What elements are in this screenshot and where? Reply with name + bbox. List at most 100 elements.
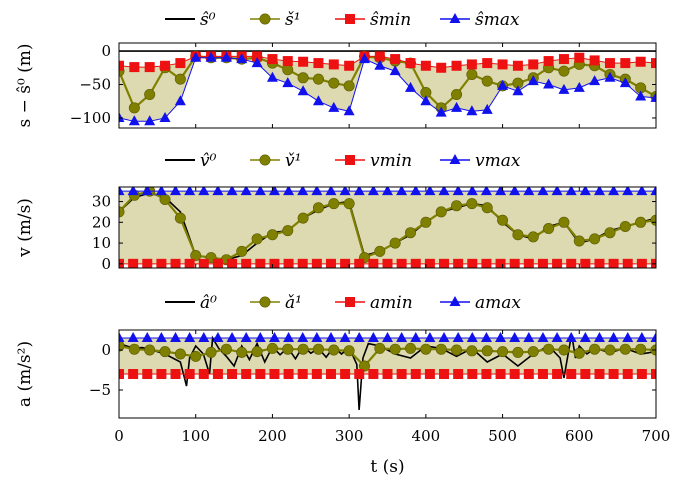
marker-amax — [523, 332, 535, 342]
marker-vmin — [382, 258, 393, 268]
y-tick-label: −50 — [79, 75, 111, 93]
marker-amin — [651, 369, 656, 379]
marker-min — [267, 54, 278, 65]
marker-vmax — [523, 187, 535, 196]
marker-series — [558, 344, 570, 356]
marker-amin — [622, 369, 633, 379]
marker-amax — [184, 332, 196, 342]
marker-series — [282, 64, 294, 76]
marker-max — [236, 53, 248, 64]
marker-amin — [311, 369, 322, 379]
marker-max — [481, 103, 493, 114]
marker-max — [205, 51, 217, 62]
marker-v — [527, 231, 539, 243]
legend-label-vmin: vmin — [370, 151, 412, 171]
marker-v — [312, 202, 324, 214]
marker-vmax — [537, 187, 549, 196]
y-tick-label: −5 — [89, 381, 111, 399]
legend-label-min: ŝmin — [370, 10, 411, 30]
marker-amin — [212, 369, 223, 379]
marker-max — [328, 101, 340, 112]
marker-min — [160, 60, 171, 71]
marker-series — [312, 73, 324, 85]
marker-v — [481, 202, 493, 214]
marker-amax — [608, 332, 620, 342]
marker-vmax — [127, 187, 139, 196]
marker-vmin — [424, 258, 435, 268]
legend-label-series: ŝ⁰ — [200, 10, 216, 30]
marker-vmax — [155, 187, 167, 196]
marker-series — [451, 89, 463, 101]
marker-amax — [353, 332, 365, 342]
marker-series — [297, 72, 309, 84]
marker-v — [374, 245, 386, 257]
y-tick-label: 0 — [101, 255, 111, 273]
marker-max — [650, 91, 656, 102]
marker-amin — [410, 369, 421, 379]
marker-amax — [382, 332, 393, 342]
marker-series — [420, 343, 432, 355]
marker-series — [205, 346, 217, 358]
marker-series — [144, 89, 156, 101]
marker-series — [481, 75, 493, 87]
marker-max — [343, 105, 355, 116]
marker-v — [543, 223, 555, 235]
marker-vmin — [198, 258, 209, 268]
marker-vmax — [382, 187, 393, 196]
marker-vmax — [509, 187, 521, 196]
marker-amin — [424, 369, 435, 379]
marker-amax — [396, 332, 408, 342]
legend-marker-v — [259, 154, 271, 166]
marker-series — [282, 343, 294, 355]
marker-min — [497, 59, 508, 70]
marker-v — [236, 245, 248, 257]
marker-vmin — [297, 258, 308, 268]
marker-amax — [452, 332, 464, 342]
marker-vmin — [170, 258, 181, 268]
marker-min — [374, 51, 385, 62]
feasible-band — [119, 56, 656, 122]
marker-vmin — [566, 258, 577, 268]
marker-series — [635, 343, 647, 355]
legend-label-amin: amin — [370, 293, 413, 313]
marker-series — [543, 343, 555, 355]
marker-vmax — [325, 187, 337, 196]
marker-max — [190, 51, 202, 62]
marker-max — [451, 101, 463, 112]
marker-vmin — [523, 258, 534, 268]
marker-amin — [481, 369, 492, 379]
marker-series — [128, 102, 140, 114]
marker-max — [266, 71, 278, 82]
marker-v — [466, 198, 478, 210]
legend-label-series: š¹ — [285, 10, 301, 30]
x-tick-label: 100 — [181, 427, 210, 445]
marker-amin — [297, 369, 308, 379]
legend-marker-series — [259, 296, 271, 308]
axes-frame — [118, 186, 657, 269]
marker-vmin — [608, 258, 619, 268]
marker-vmin — [396, 258, 407, 268]
legend-marker-series — [259, 13, 271, 25]
marker-vmin — [368, 258, 379, 268]
marker-amax — [537, 332, 549, 342]
marker-amax — [119, 332, 125, 342]
marker-vmin — [594, 258, 605, 268]
marker-max — [619, 77, 631, 88]
legend-marker-amax — [449, 296, 461, 306]
marker-amax — [127, 332, 139, 342]
marker-amin — [396, 369, 407, 379]
marker-vmin — [509, 258, 520, 268]
marker-amin — [184, 369, 195, 379]
marker-amax — [495, 332, 507, 342]
marker-max — [543, 78, 555, 89]
marker-v — [159, 193, 171, 205]
marker-min — [405, 58, 416, 69]
marker-v — [451, 200, 463, 212]
marker-v — [635, 216, 647, 228]
marker-amax — [311, 332, 323, 342]
marker-vmax — [636, 187, 648, 196]
y-axis-label: v (m/s) — [15, 198, 35, 258]
marker-vmin — [636, 258, 647, 268]
marker-min — [144, 62, 155, 73]
marker-amax — [141, 332, 153, 342]
